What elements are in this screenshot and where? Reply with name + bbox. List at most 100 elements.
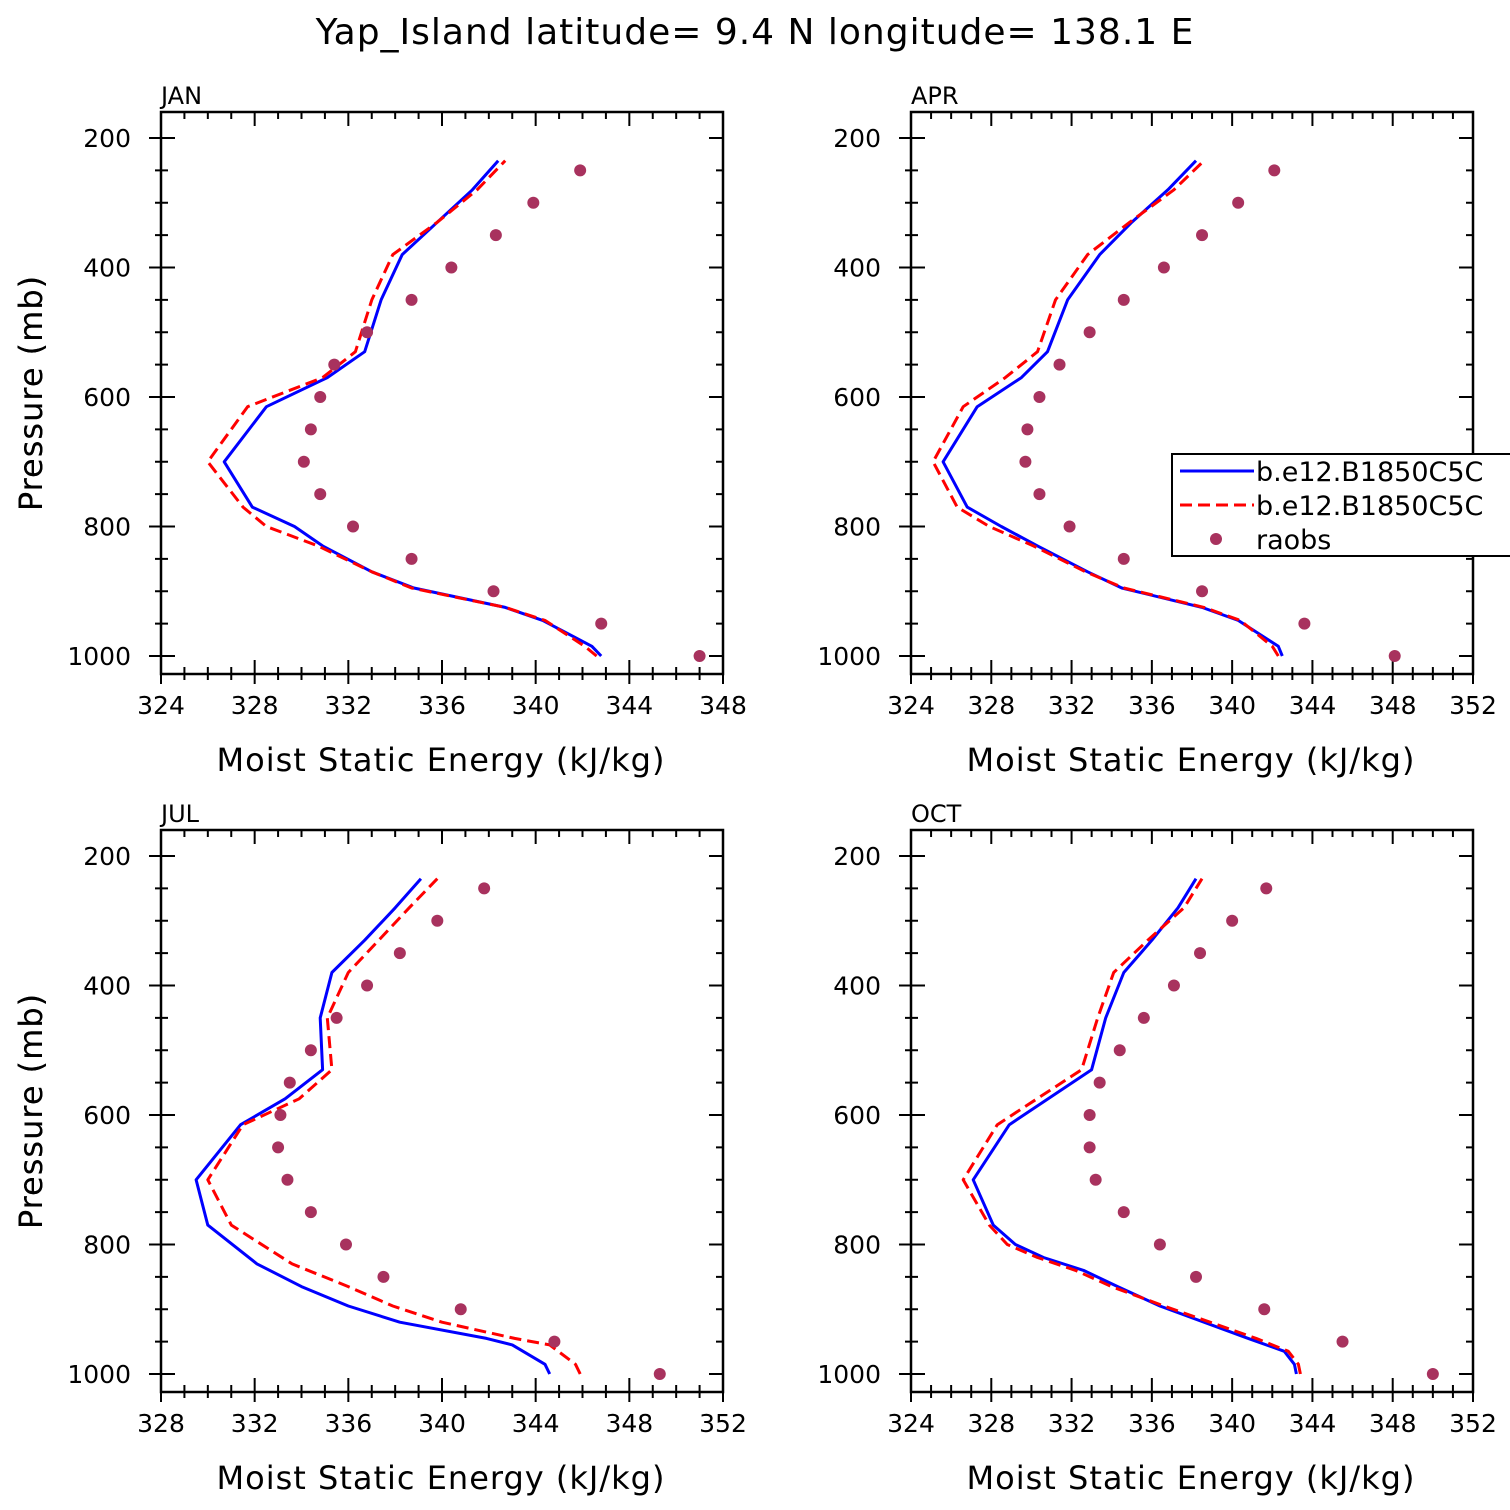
legend-label: b.e12.B1850C5C: [1256, 457, 1483, 488]
x-tick-label: 336: [1128, 691, 1176, 720]
x-tick-label: 324: [887, 1409, 935, 1438]
y-tick-label: 200: [83, 842, 131, 871]
series-line-dashed: [931, 159, 1280, 657]
x-tick-label: 344: [605, 691, 653, 720]
plot-frame: [909, 828, 1475, 1394]
raobs-marker: [1033, 391, 1046, 403]
raobs-marker: [405, 293, 418, 306]
series-line-dashed: [206, 877, 582, 1375]
x-tick-label: 344: [1289, 691, 1337, 720]
x-tick-label: 336: [1128, 1409, 1176, 1438]
x-tick-label: 328: [137, 1409, 185, 1438]
raobs-marker: [1167, 979, 1180, 992]
series-line-dashed: [206, 159, 598, 658]
series-line-dashed: [961, 877, 1302, 1375]
raobs-marker: [454, 1303, 467, 1316]
raobs-marker: [1083, 326, 1096, 339]
y-tick-label: 800: [83, 1231, 131, 1260]
y-tick-label: 200: [833, 842, 881, 871]
raobs-marker: [478, 882, 491, 895]
raobs-marker: [1258, 1303, 1271, 1316]
raobs-marker: [1089, 1173, 1102, 1186]
plot-area: [931, 159, 1401, 662]
y-axis-title: Pressure (mb): [12, 993, 50, 1229]
y-tick-label: 1000: [817, 642, 881, 671]
y-tick-label: 400: [83, 254, 131, 283]
raobs-marker: [693, 650, 706, 662]
raobs-marker: [274, 1109, 287, 1121]
raobs-marker: [347, 520, 360, 533]
raobs-marker: [1336, 1335, 1349, 1348]
y-tick-label: 400: [83, 972, 131, 1001]
raobs-marker: [1137, 1011, 1150, 1024]
x-tick-label: 352: [1449, 691, 1497, 720]
y-tick-label: 800: [833, 513, 881, 542]
x-tick-label: 324: [137, 691, 185, 720]
x-tick-label: 348: [605, 1409, 653, 1438]
x-tick-label: 340: [512, 691, 560, 720]
raobs-marker: [1268, 164, 1281, 177]
y-tick-label: 1000: [67, 1360, 131, 1389]
raobs-marker: [1260, 882, 1273, 895]
x-axis-title: Moist Static Energy (kJ/kg): [217, 1459, 666, 1497]
x-tick-label: 328: [967, 1409, 1015, 1438]
raobs-marker: [1157, 261, 1170, 274]
x-axis-title: Moist Static Energy (kJ/kg): [217, 741, 666, 779]
y-tick-label: 600: [833, 383, 881, 412]
panel-oct: OCT 324 328 332 336 340 344 348 352 200 400 600 800 1…: [12, 800, 1497, 1497]
raobs-marker: [431, 914, 444, 927]
legend-label: b.e12.B1850C5C: [1256, 491, 1483, 522]
raobs-marker: [1053, 358, 1066, 371]
raobs-marker: [339, 1238, 352, 1251]
raobs-marker: [548, 1335, 561, 1348]
y-tick-label: 600: [83, 383, 131, 412]
raobs-marker: [1426, 1368, 1439, 1380]
raobs-marker: [445, 261, 458, 274]
panel-jul: JUL 328 332 336 340 344 348 352 200 400 600 800 1000…: [12, 800, 747, 1497]
panel-label: APR: [911, 82, 959, 110]
series-line-solid: [971, 877, 1298, 1375]
raobs-marker: [304, 1206, 317, 1219]
y-tick-label: 600: [83, 1101, 131, 1130]
raobs-marker: [487, 585, 500, 598]
y-axis-title: Pressure (mb): [12, 275, 50, 511]
y-tick-label: 1000: [817, 1360, 881, 1389]
x-tick-label: 352: [1449, 1409, 1497, 1438]
raobs-marker: [314, 391, 327, 403]
x-tick-label: 348: [1369, 1409, 1417, 1438]
raobs-marker: [283, 1076, 296, 1089]
raobs-marker: [653, 1368, 666, 1380]
y-tick-label: 400: [833, 972, 881, 1001]
raobs-marker: [1113, 1044, 1126, 1057]
plot-frame: [159, 828, 725, 1394]
x-tick-label: 328: [231, 691, 279, 720]
raobs-marker: [393, 947, 406, 960]
raobs-marker: [330, 1011, 343, 1024]
x-axis-title: Moist Static Energy (kJ/kg): [967, 1459, 1416, 1497]
x-tick-label: 332: [1048, 691, 1096, 720]
raobs-marker: [1021, 423, 1034, 436]
x-tick-label: 332: [324, 691, 372, 720]
x-tick-label: 340: [418, 1409, 466, 1438]
raobs-marker: [1196, 585, 1209, 598]
x-tick-label: 328: [967, 691, 1015, 720]
x-tick-label: 352: [699, 1409, 747, 1438]
panel-jan: JAN 324 328 332 336 340 344 348 200 400 600 800 1000…: [12, 82, 747, 779]
plot-frame: [159, 110, 725, 676]
plot-area: [961, 877, 1439, 1380]
raobs-marker: [1019, 455, 1032, 468]
y-axis-title: Pressure (mb): [12, 993, 50, 1229]
x-tick-label: 336: [418, 691, 466, 720]
raobs-marker: [1083, 1109, 1096, 1121]
x-tick-label: 344: [512, 1409, 560, 1438]
raobs-marker: [1117, 293, 1130, 306]
x-tick-label: 340: [1208, 691, 1256, 720]
raobs-marker: [1063, 520, 1076, 533]
figure-title: Yap_Island latitude= 9.4 N longitude= 13…: [315, 12, 1195, 53]
raobs-marker: [1388, 650, 1401, 662]
y-axis-title: Pressure (mb): [12, 275, 50, 511]
series-line-solid: [941, 159, 1284, 657]
y-tick-label: 400: [833, 254, 881, 283]
raobs-marker: [1232, 196, 1245, 209]
x-tick-label: 336: [324, 1409, 372, 1438]
